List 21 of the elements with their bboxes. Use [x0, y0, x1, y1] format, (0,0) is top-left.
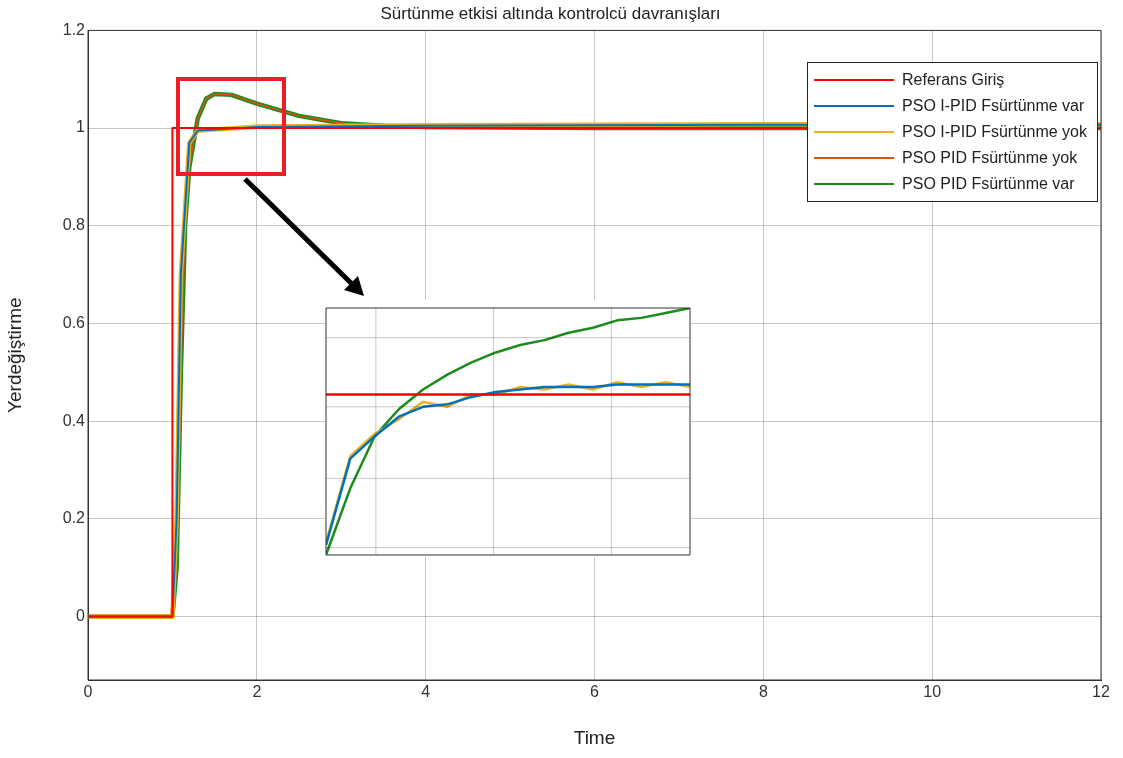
y-tick-label: 0.6 — [62, 313, 86, 331]
y-tick-label: 0.8 — [62, 216, 86, 234]
x-tick-label: 12 — [1092, 683, 1110, 701]
chart-title: Sürtünme etkisi altında kontrolcü davranışları — [380, 3, 721, 23]
x-tick-label: 4 — [421, 683, 431, 701]
legend-label: PSO PID Fsürtünme var — [902, 174, 1075, 194]
x-axis-title: Time — [573, 726, 616, 748]
x-tick-label: 2 — [252, 683, 262, 701]
legend-label: PSO I-PID Fsürtünme yok — [902, 122, 1087, 142]
y-tick-label: 0.2 — [62, 509, 86, 527]
legend-label: Referans Giriş — [902, 70, 1005, 90]
y-tick-label: 0 — [76, 606, 86, 624]
y-tick-label: 0.4 — [62, 411, 86, 429]
legend-label: PSO I-PID Fsürtünme var — [902, 96, 1085, 116]
y-tick-label: 1 — [76, 118, 86, 136]
y-axis-title: Yerdeğiştirme — [3, 297, 25, 413]
legend-label: PSO PID Fsürtünme yok — [902, 148, 1078, 168]
x-tick-label: 6 — [590, 683, 600, 701]
x-tick-label: 8 — [758, 683, 768, 701]
x-tick-label: 10 — [923, 683, 942, 701]
y-tick-label: 1.2 — [62, 20, 86, 38]
